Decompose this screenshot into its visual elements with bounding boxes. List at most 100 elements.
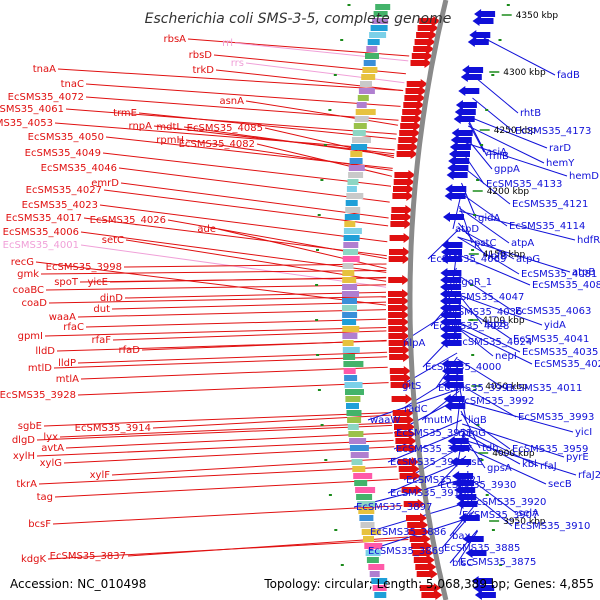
reverse-gene-arrow bbox=[440, 268, 462, 278]
forward-gene-arrow bbox=[401, 485, 423, 495]
leader-line bbox=[77, 351, 388, 364]
forward-gene-arrow bbox=[399, 471, 421, 481]
gene-label-right: EcSMS35_4173 bbox=[515, 126, 591, 137]
gene-label-right: EcSMS35_4024 bbox=[456, 337, 532, 348]
feature-block bbox=[346, 193, 364, 199]
feature-block bbox=[352, 137, 371, 143]
reverse-gene-arrow bbox=[444, 401, 466, 411]
leader-line bbox=[112, 330, 387, 341]
leader-line bbox=[245, 62, 405, 84]
feature-block bbox=[345, 207, 361, 213]
map-title: Escherichia coli SMS-3-5, complete genom… bbox=[145, 11, 452, 27]
leader-line bbox=[44, 327, 387, 337]
leader-line bbox=[469, 116, 548, 149]
gene-label-right: EcSMS35_3920 bbox=[470, 497, 546, 508]
gene-label-left: mdtL bbox=[156, 122, 182, 133]
feature-block bbox=[346, 403, 359, 409]
gene-label-right: EcSMS35_4011 bbox=[506, 383, 582, 394]
leader-line bbox=[455, 301, 512, 340]
kbp-label: 4050 kbp bbox=[485, 382, 528, 392]
reverse-gene-arrow bbox=[445, 184, 467, 194]
gene-label-right: gppA bbox=[494, 164, 520, 175]
forward-gene-arrow bbox=[394, 170, 416, 180]
gene-label-left: tnaA bbox=[33, 64, 56, 75]
gene-label-right: rpmG bbox=[458, 428, 486, 439]
leader-line bbox=[475, 77, 519, 114]
tick-dot bbox=[499, 564, 503, 566]
leader-line bbox=[264, 127, 395, 159]
gene-label-right: EcSMS35_4121 bbox=[512, 199, 588, 210]
reverse-gene-arrow bbox=[471, 576, 493, 586]
leader-line bbox=[458, 383, 517, 418]
gene-label-right: gltS bbox=[402, 381, 421, 392]
tick-dot bbox=[316, 249, 319, 251]
gene-label-left: EcSMS35_4085 bbox=[187, 123, 263, 134]
leader-line bbox=[460, 192, 508, 227]
gene-label-left: EcSMS35_4017 bbox=[6, 213, 82, 224]
reverse-gene-arrow bbox=[458, 513, 480, 523]
genome-backbone bbox=[407, 0, 449, 600]
gene-label-right: radC bbox=[404, 404, 428, 415]
forward-gene-arrow bbox=[390, 373, 412, 383]
gene-label-right: EcSMS35_3910 bbox=[514, 521, 590, 532]
leader-line bbox=[59, 422, 392, 438]
reverse-gene-arrow bbox=[440, 317, 462, 327]
gene-label-left: spoT bbox=[54, 277, 79, 288]
kbp-label: 4250 kbp bbox=[494, 126, 537, 136]
leader-line bbox=[462, 428, 539, 467]
feature-block bbox=[365, 53, 379, 59]
gene-label-right: EcSMS35_3931 bbox=[390, 457, 466, 468]
tick-dot bbox=[317, 389, 321, 391]
leader-line bbox=[36, 424, 393, 441]
leader-line bbox=[77, 382, 389, 396]
feature-block bbox=[342, 326, 360, 332]
leader-line bbox=[38, 466, 397, 485]
leader-line bbox=[40, 269, 387, 275]
leader-line bbox=[456, 326, 533, 365]
feature-ring bbox=[315, 4, 510, 600]
gene-label-left: gpmI bbox=[18, 331, 43, 342]
gene-label-right: pyrE bbox=[566, 452, 589, 463]
leader-line bbox=[457, 358, 505, 389]
reverse-gene-arrow bbox=[473, 583, 495, 593]
reverse-gene-arrow bbox=[446, 170, 468, 180]
leader-line bbox=[256, 143, 393, 177]
gene-label-left: xylH bbox=[13, 451, 35, 462]
feature-block bbox=[342, 319, 357, 325]
feature-block bbox=[348, 431, 364, 437]
leader-line bbox=[120, 182, 389, 219]
tick-dot bbox=[471, 354, 475, 356]
gene-label-right: gidA bbox=[478, 213, 500, 224]
leader-line bbox=[127, 536, 408, 557]
feature-block bbox=[359, 515, 374, 521]
forward-gene-arrow bbox=[400, 121, 422, 131]
leader-line bbox=[54, 478, 399, 498]
gene-label-right: EcSMS35_3875 bbox=[460, 557, 536, 568]
gene-label-left: EcSMS35_3928 bbox=[0, 390, 76, 401]
feature-block bbox=[345, 389, 364, 395]
forward-gene-arrow bbox=[417, 23, 439, 33]
leader-line bbox=[54, 122, 395, 151]
forward-gene-arrow bbox=[388, 324, 410, 334]
tick-dot bbox=[317, 214, 321, 216]
feature-block bbox=[349, 438, 367, 444]
leader-line bbox=[48, 296, 387, 304]
feature-block bbox=[363, 536, 374, 542]
gene-label-right: EcSMS35_4036 bbox=[446, 307, 522, 318]
gene-label-left: rfaC bbox=[63, 322, 84, 333]
gene-label-right: EcSMS35_4081 bbox=[521, 269, 597, 280]
leader-line bbox=[103, 189, 389, 227]
forward-gene-arrow bbox=[388, 254, 410, 264]
leader-line bbox=[105, 136, 393, 169]
tick-dot bbox=[328, 494, 332, 496]
reverse-gene-arrow bbox=[448, 443, 470, 453]
feature-block bbox=[361, 529, 381, 535]
gene-label-right: rfaJ2 bbox=[578, 470, 600, 481]
feature-block bbox=[366, 46, 378, 52]
forward-gene-arrow bbox=[390, 380, 412, 390]
leader-line bbox=[102, 152, 392, 187]
leader-line bbox=[483, 37, 556, 76]
reverse-gene-arrow bbox=[449, 142, 471, 152]
